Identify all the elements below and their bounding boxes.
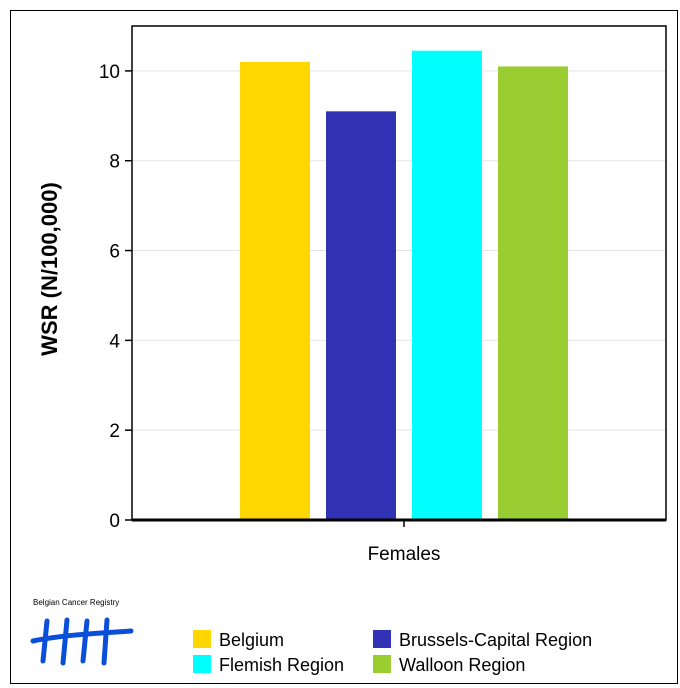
legend-swatch bbox=[373, 655, 391, 673]
y-tick-label: 4 bbox=[109, 331, 120, 352]
logo-stroke-3 bbox=[80, 618, 90, 664]
chart-frame: 0 2 4 6 8 10 WSR (N/100,000) Females Belgian … bbox=[10, 10, 678, 684]
y-axis-label: WSR (N/100,000) bbox=[37, 182, 62, 356]
bar-brussels-capital-region bbox=[326, 111, 396, 520]
legend-swatch bbox=[193, 655, 211, 673]
y-tick-label: 10 bbox=[99, 62, 120, 83]
logo-mark bbox=[30, 617, 134, 666]
bar-chart: 0 2 4 6 8 10 WSR (N/100,000) Females Belgian … bbox=[30, 25, 667, 675]
logo-stroke-4 bbox=[101, 617, 110, 666]
logo-caption: Belgian Cancer Registry bbox=[33, 598, 119, 607]
logo-crossbar bbox=[30, 628, 134, 644]
bar-flemish-region bbox=[412, 50, 482, 520]
registry-logo: Belgian Cancer Registry bbox=[30, 598, 134, 666]
bars-group bbox=[240, 50, 568, 520]
legend-swatch bbox=[373, 630, 391, 648]
x-category-label: Females bbox=[368, 544, 441, 565]
bar-walloon-region bbox=[498, 66, 568, 520]
bar-belgium bbox=[240, 61, 310, 520]
legend-label: Walloon Region bbox=[399, 655, 525, 675]
legend: Belgium Brussels-Capital Region Flemish Re… bbox=[193, 630, 592, 675]
legend-swatch bbox=[193, 630, 211, 648]
y-tick-label: 2 bbox=[109, 421, 120, 442]
legend-label: Brussels-Capital Region bbox=[399, 630, 592, 650]
y-tick-label: 0 bbox=[109, 511, 120, 532]
grid-lines bbox=[132, 70, 666, 431]
y-axis: 0 2 4 6 8 10 bbox=[99, 62, 132, 532]
y-tick-label: 8 bbox=[109, 152, 120, 173]
y-tick-label: 6 bbox=[109, 242, 120, 263]
logo-stroke-2 bbox=[60, 617, 70, 666]
x-axis bbox=[132, 518, 666, 527]
legend-label: Flemish Region bbox=[219, 655, 344, 675]
legend-label: Belgium bbox=[219, 630, 284, 650]
plot-border bbox=[131, 25, 667, 521]
